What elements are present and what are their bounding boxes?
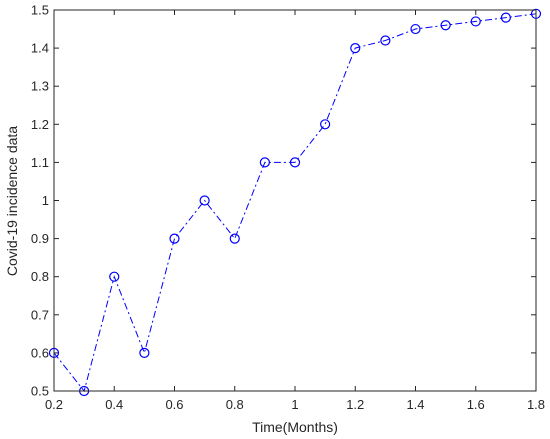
plot-area xyxy=(54,10,536,391)
y-axis-label: Covid-19 incidence data xyxy=(4,126,20,276)
series-line xyxy=(53,13,537,393)
y-tick-label: 1.4 xyxy=(31,41,49,56)
y-tick-label: 1.2 xyxy=(31,117,49,132)
y-tick-label: 0.8 xyxy=(31,269,49,284)
ticks-layer: 0.2 0.4 0.6 0.8 1 1.2 1.4 1.6 1.8 0.5 0.6 0.7 0.8 0.9… xyxy=(31,3,545,413)
data-point xyxy=(500,12,511,23)
data-point xyxy=(350,42,361,54)
x-tick-label: 1.8 xyxy=(527,397,545,412)
y-tick-label: 1.3 xyxy=(31,79,49,94)
x-tick-label: 1.6 xyxy=(467,397,485,412)
data-point xyxy=(229,233,240,244)
y-tick-label: 1.5 xyxy=(31,3,49,18)
data-point xyxy=(139,347,150,358)
data-point xyxy=(259,157,270,168)
series-layer xyxy=(48,8,542,397)
x-tick-label: 0.6 xyxy=(165,397,183,412)
y-tick-label: 0.9 xyxy=(31,231,49,246)
data-point xyxy=(199,195,210,206)
x-tick-label: 0.2 xyxy=(45,397,63,412)
y-tick-label: 0.5 xyxy=(31,384,49,399)
x-axis-label: Time(Months) xyxy=(252,419,338,435)
x-tick-label: 0.8 xyxy=(226,397,244,412)
data-point xyxy=(289,157,301,168)
data-point xyxy=(109,271,120,282)
data-point xyxy=(470,16,481,27)
x-tick-label: 0.4 xyxy=(105,397,123,412)
data-point xyxy=(169,233,180,244)
data-point xyxy=(410,23,421,35)
data-point xyxy=(320,119,331,130)
y-tick-label: 0.7 xyxy=(31,307,49,322)
data-point xyxy=(440,20,451,31)
x-tick-label: 1 xyxy=(291,397,298,412)
y-tick-label: 0.6 xyxy=(31,345,49,360)
y-tick-label: 1 xyxy=(42,193,49,208)
plot-frame xyxy=(53,9,537,392)
x-tick-label: 1.2 xyxy=(346,397,364,412)
data-point xyxy=(380,35,391,46)
x-tick-label: 1.4 xyxy=(406,397,424,412)
y-tick-label: 1.1 xyxy=(31,155,49,170)
